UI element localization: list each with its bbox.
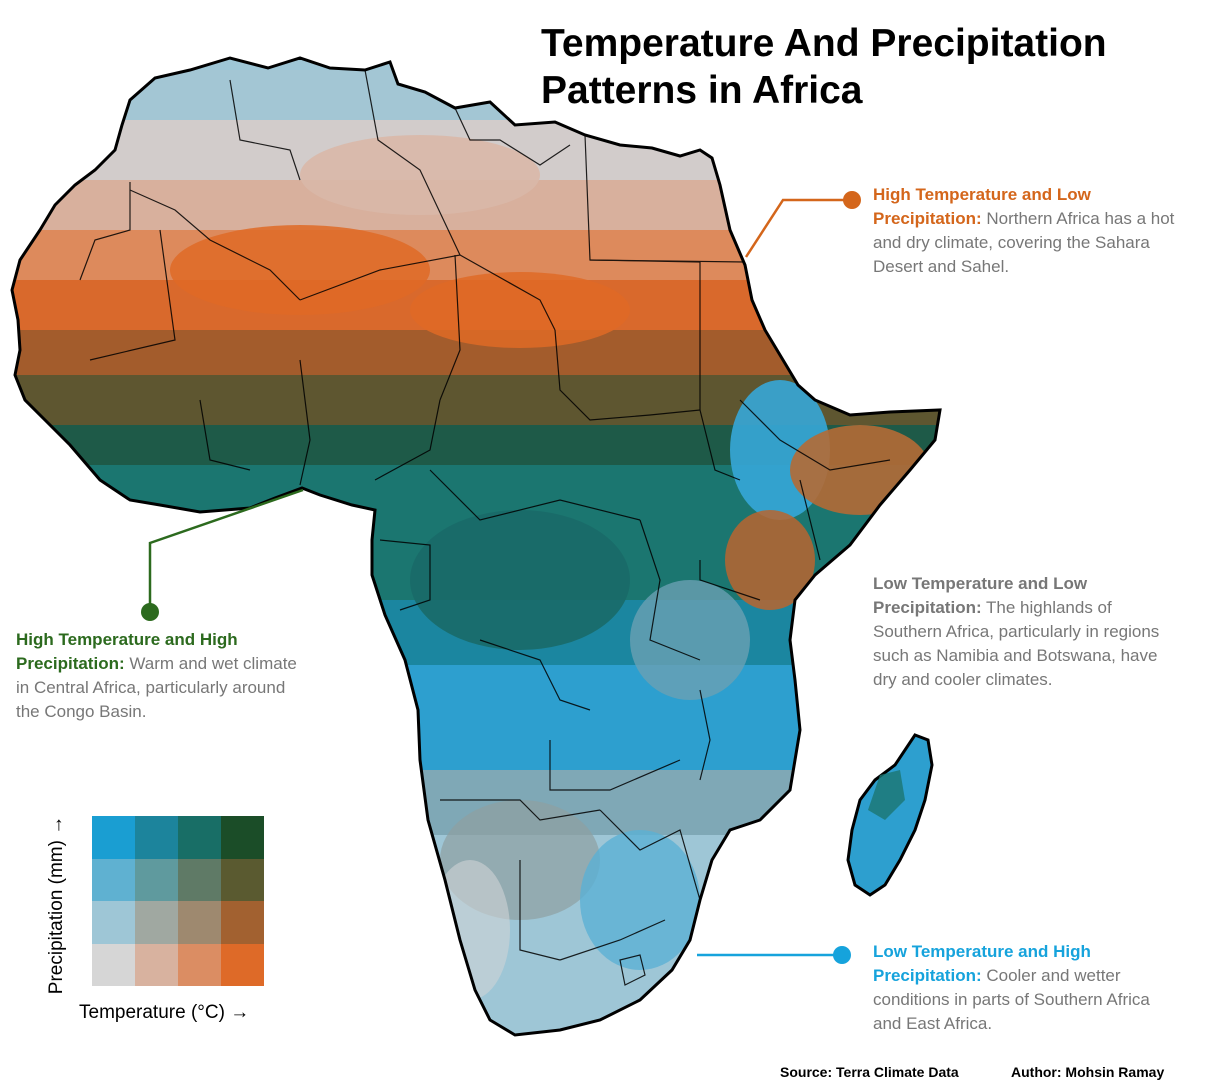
annotation-high-temp-low-precip: High Temperature and Low Precipitation: … — [873, 183, 1198, 279]
annotation-heading: Low Temperature and Low Precipitation: — [873, 574, 1088, 617]
source-credit: Source: Terra Climate Data — [780, 1064, 959, 1080]
legend-cell — [135, 901, 178, 944]
madagascar-island — [846, 733, 934, 897]
annotation-body: Northern Africa has a hot and dry climat… — [873, 209, 1175, 276]
country-borders — [79, 69, 891, 986]
legend-cell — [178, 858, 221, 901]
annotation-low-temp-high-precip: Low Temperature and High Precipitation: … — [873, 940, 1173, 1036]
legend-cell — [135, 858, 178, 901]
legend-cell — [178, 901, 221, 944]
annotation-body: Cooler and wetter conditions in parts of… — [873, 966, 1150, 1033]
annotation-heading: High Temperature and High Precipitation: — [16, 630, 238, 673]
legend-cell — [221, 816, 264, 859]
legend-cell — [135, 816, 178, 859]
legend-y-axis-label: Precipitation (mm) → — [46, 815, 67, 995]
callout-dot-se — [833, 946, 851, 964]
legend-cell — [221, 901, 264, 944]
legend-cell — [178, 943, 221, 986]
legend-cell — [92, 901, 135, 944]
legend-cell — [221, 943, 264, 986]
legend-cell — [178, 816, 221, 859]
callout-leaders — [148, 198, 852, 957]
author-credit: Author: Mohsin Ramay — [1011, 1064, 1165, 1080]
annotation-high-temp-high-precip: High Temperature and High Precipitation:… — [16, 628, 308, 724]
callout-dot-ne — [843, 191, 861, 209]
callout-dot-w — [141, 603, 159, 621]
annotation-heading: High Temperature and Low Precipitation: — [873, 185, 1091, 228]
legend-cell — [92, 943, 135, 986]
annotation-heading: Low Temperature and High Precipitation: — [873, 942, 1091, 985]
legend-x-axis-label: Temperature (°C) → — [79, 1002, 250, 1023]
legend-cell — [92, 858, 135, 901]
legend-cell — [221, 858, 264, 901]
map-title: Temperature And Precipitation Patterns i… — [541, 22, 1107, 112]
annotation-low-temp-low-precip: Low Temperature and Low Precipitation: T… — [873, 572, 1173, 692]
legend-cell — [92, 816, 135, 859]
annotation-body: Warm and wet climate in Central Africa, … — [16, 654, 297, 721]
legend-cell — [135, 943, 178, 986]
bivariate-legend — [92, 816, 264, 986]
annotation-body: The highlands of Southern Africa, partic… — [873, 598, 1160, 689]
